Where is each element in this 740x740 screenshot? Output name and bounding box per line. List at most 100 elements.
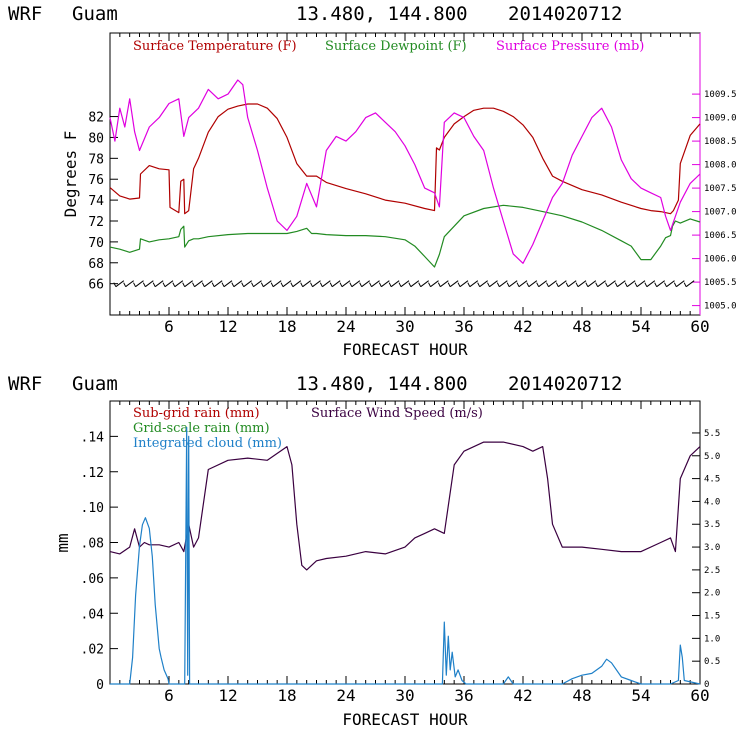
- panel1-ylabel: Degrees F: [61, 131, 80, 218]
- wind-barb: [656, 280, 665, 288]
- panel1-ytick-label: 66: [88, 278, 104, 293]
- wind-barb: [597, 280, 606, 288]
- panel2-y2tick-label: 2.0: [704, 589, 720, 599]
- wind-barb: [312, 280, 321, 288]
- panel1-xtick-label: 60: [690, 317, 709, 336]
- panel1-y2tick-label: 1009.5: [704, 90, 737, 100]
- legend-subgrid-rain: Sub-grid rain (mm): [133, 406, 260, 421]
- wind-barb: [184, 280, 193, 288]
- wind-barb: [292, 280, 302, 288]
- wind-barb: [646, 280, 656, 288]
- wind-barb: [607, 280, 616, 288]
- wind-barb-flag: [546, 282, 549, 287]
- wind-barb: [440, 280, 449, 288]
- wind-barb: [135, 280, 144, 288]
- wind-barb: [243, 280, 252, 288]
- panel2-ytick-label: .14: [81, 430, 105, 445]
- wind-barb-flag: [418, 282, 422, 287]
- panel2-ytick-label: 0: [96, 678, 104, 693]
- wind-barb-flag: [447, 282, 451, 287]
- wind-barb-flag: [369, 282, 372, 287]
- wind-barb: [125, 280, 134, 288]
- wind-barb-flag: [280, 282, 284, 287]
- panel1-xtick-label: 48: [572, 317, 591, 336]
- panel2-ylabel: mm: [53, 533, 72, 552]
- wind-barb: [538, 280, 547, 288]
- wind-barb: [233, 280, 243, 288]
- wind-barb: [390, 280, 400, 288]
- wind-barb: [420, 280, 429, 288]
- wind-barb: [371, 280, 380, 288]
- panel1-y2tick-label: 1008.5: [704, 137, 737, 147]
- panel2-ytick-label: .10: [81, 501, 104, 516]
- wind-barb: [272, 280, 282, 288]
- panel1-ytick-label: 78: [88, 152, 104, 167]
- wind-barb: [351, 280, 361, 288]
- panel2-xtick-label: 30: [395, 686, 414, 705]
- legend-integrated-cloud: Integrated cloud (mm): [133, 436, 282, 451]
- panel1-ytick-label: 68: [88, 257, 104, 272]
- wind-barb-flag: [398, 282, 402, 287]
- panel1-model: WRF: [8, 3, 42, 25]
- wind-barb-flag: [388, 282, 392, 287]
- wind-barb: [558, 280, 567, 288]
- panel2-xtick-label: 48: [572, 686, 591, 705]
- wind-barb: [164, 280, 174, 288]
- wind-barb: [213, 280, 223, 288]
- wind-barb: [676, 280, 685, 288]
- legend-gridscale-rain: Grid-scale rain (mm): [133, 421, 270, 436]
- wind-barb-flag: [437, 282, 441, 287]
- wind-barb-flag: [378, 282, 382, 287]
- wind-barb: [587, 280, 597, 288]
- wind-barb: [253, 280, 262, 288]
- panel2-ytick-label: .06: [81, 572, 104, 587]
- wind-barb-flag: [664, 282, 667, 287]
- wind-barb-flag: [142, 282, 146, 287]
- wind-barb-flag: [614, 282, 618, 287]
- wind-barb: [174, 280, 184, 288]
- wind-barb-flag: [329, 282, 333, 287]
- wind-barb: [617, 280, 626, 288]
- panel2-ytick-label: .02: [81, 643, 104, 658]
- wind-barb: [528, 280, 538, 288]
- wind-barb-flag: [595, 282, 599, 287]
- wind-barb: [469, 280, 479, 288]
- wind-barb-flag: [585, 282, 589, 287]
- panel1-ytick-label: 72: [88, 215, 104, 230]
- panel1-coords: 13.480, 144.800: [296, 3, 468, 25]
- wind-barb: [322, 280, 331, 288]
- wind-barb: [449, 280, 459, 288]
- panel2-y2tick-label: 2.5: [704, 566, 720, 576]
- legend-wind-speed: Surface Wind Speed (m/s): [311, 406, 483, 421]
- panel1-xtick-label: 12: [218, 317, 237, 336]
- panel1-y2tick-label: 1008.0: [704, 161, 737, 171]
- panel2-y2tick-label: 0: [704, 680, 709, 690]
- panel2-xtick-label: 6: [164, 686, 174, 705]
- panel1-y2tick-label: 1005.5: [704, 278, 737, 288]
- surface-temperature-line: [109, 103, 701, 215]
- wind-barb: [577, 280, 587, 288]
- wind-barb-flag: [624, 282, 628, 287]
- panel1-ytick-label: 74: [88, 194, 104, 209]
- panel2-xtick-label: 42: [513, 686, 532, 705]
- wind-barb-flag: [683, 282, 687, 287]
- wind-barb: [508, 280, 518, 288]
- panel2-coords: 13.480, 144.800: [296, 373, 468, 395]
- panel1-xtick-label: 6: [164, 317, 174, 336]
- panel1-xtick-label: 30: [395, 317, 414, 336]
- integrated-cloud-line: [110, 426, 701, 685]
- panel2-ytick-label: .12: [81, 466, 104, 481]
- wind-barb-flag: [654, 282, 658, 287]
- wind-barb: [381, 280, 390, 288]
- panel2-y2tick-label: 4.0: [704, 497, 720, 507]
- panel2-y2tick-label: 1.0: [704, 634, 720, 644]
- panel2-xtick-label: 12: [218, 686, 237, 705]
- panel2-y2tick-label: 3.0: [704, 543, 720, 553]
- wind-barb-flag: [349, 282, 353, 287]
- panel2-xtick-label: 24: [336, 686, 355, 705]
- wind-barb-flag: [260, 282, 264, 287]
- panel1-xtick-label: 42: [513, 317, 532, 336]
- wind-barb-flag: [565, 282, 569, 287]
- panel2-xtick-label: 36: [454, 686, 473, 705]
- legend-surface-dewpoint: Surface Dewpoint (F): [325, 39, 467, 54]
